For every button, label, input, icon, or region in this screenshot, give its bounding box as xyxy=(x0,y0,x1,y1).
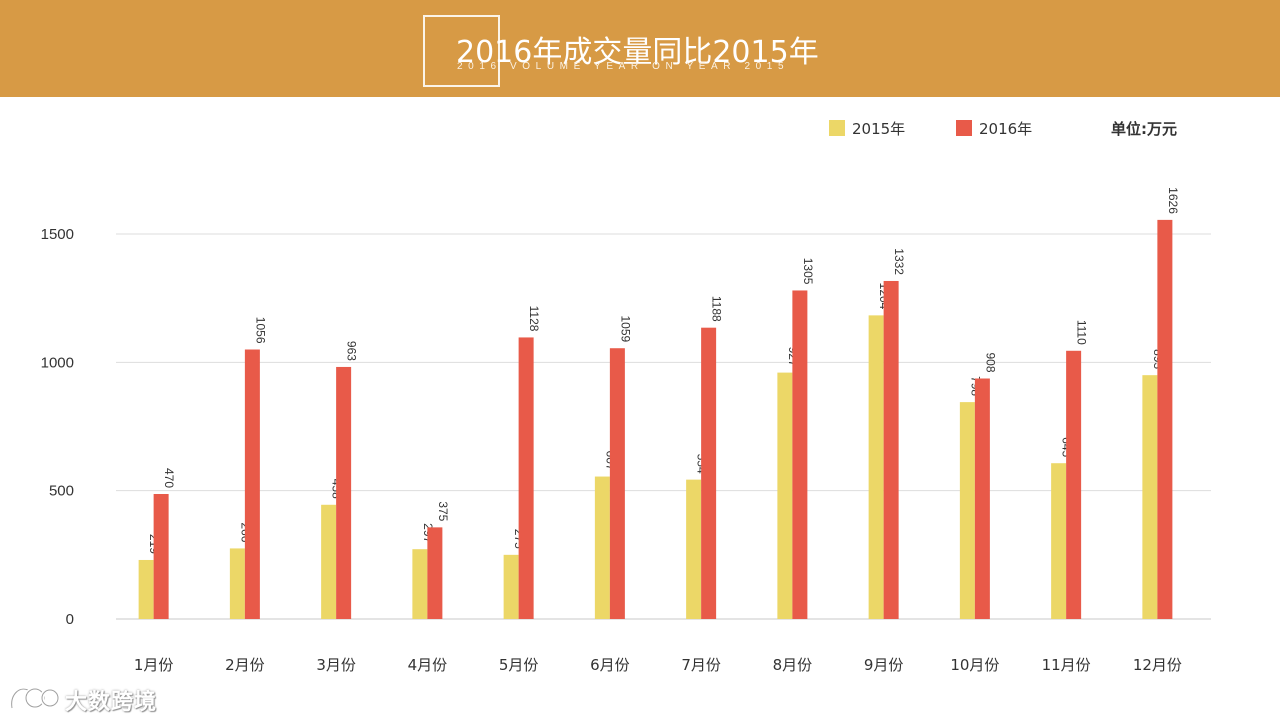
bar-2015 xyxy=(138,559,154,619)
bar-2016 xyxy=(1066,350,1082,619)
page-subtitle: 2016 VOLUME YEAR ON YEAR 2015 xyxy=(457,61,790,72)
data-label: 1059 xyxy=(618,316,632,343)
data-label: 1110 xyxy=(1075,320,1089,345)
x-tick-label: 11月份 xyxy=(1042,656,1091,674)
unit-label: 单位:万元 xyxy=(1111,120,1177,138)
bar-2016 xyxy=(336,366,352,619)
data-label: 1128 xyxy=(527,306,541,332)
data-label: 1188 xyxy=(710,296,724,322)
data-label: 1332 xyxy=(892,248,906,275)
bar-2016 xyxy=(701,327,717,619)
bar-2016 xyxy=(792,290,808,619)
y-tick-label: 0 xyxy=(66,611,74,628)
header-band xyxy=(0,0,1280,97)
bar-2016 xyxy=(883,280,899,619)
bar-2015 xyxy=(321,504,337,619)
legend-swatch-2015 xyxy=(829,120,845,136)
x-tick-label: 5月份 xyxy=(499,656,539,674)
x-tick-label: 4月份 xyxy=(408,656,448,674)
data-label: 375 xyxy=(436,501,450,521)
x-tick-label: 1月份 xyxy=(134,656,174,674)
bar-2015 xyxy=(503,554,519,619)
data-label: 963 xyxy=(345,341,359,361)
bar-2015 xyxy=(229,548,245,619)
y-tick-label: 1500 xyxy=(41,226,74,243)
page-title: 2016年成交量同比2015年 xyxy=(456,35,819,70)
legend-label-2015: 2015年 xyxy=(852,120,906,138)
bar-2015 xyxy=(959,402,975,619)
legend-swatch-2016 xyxy=(956,120,972,136)
x-tick-label: 3月份 xyxy=(316,656,356,674)
data-label: 1305 xyxy=(801,258,815,285)
bar-2016 xyxy=(974,378,990,619)
watermark-logo-icon xyxy=(10,687,60,709)
x-tick-label: 7月份 xyxy=(681,656,721,674)
x-tick-label: 9月份 xyxy=(864,656,904,674)
data-label: 908 xyxy=(983,352,997,372)
bar-2015 xyxy=(1142,375,1158,619)
title-frame xyxy=(423,15,500,87)
y-tick-label: 1000 xyxy=(41,354,74,371)
bar-2016 xyxy=(244,349,260,619)
y-tick-label: 500 xyxy=(49,483,74,500)
bar-2015 xyxy=(412,549,428,619)
bar-2015 xyxy=(868,315,884,619)
x-tick-label: 8月份 xyxy=(773,656,813,674)
bar-2016 xyxy=(609,348,625,619)
bar-2016 xyxy=(1157,219,1173,619)
x-tick-label: 10月份 xyxy=(950,656,999,674)
bar-2016 xyxy=(518,337,534,619)
bar-2015 xyxy=(686,479,702,619)
bar-2016 xyxy=(427,527,443,619)
x-tick-label: 2月份 xyxy=(225,656,265,674)
data-label: 1056 xyxy=(253,317,267,344)
bar-2016 xyxy=(153,494,169,619)
bar-2015 xyxy=(777,372,793,619)
bar-2015 xyxy=(594,476,610,619)
legend-label-2016: 2016年 xyxy=(979,120,1033,138)
bar-2015 xyxy=(1051,463,1067,619)
x-tick-label: 12月份 xyxy=(1133,656,1182,674)
data-label: 1626 xyxy=(1166,187,1180,214)
watermark-text: 大数跨境 xyxy=(65,690,158,715)
x-tick-label: 6月份 xyxy=(590,656,630,674)
data-label: 470 xyxy=(162,468,176,488)
